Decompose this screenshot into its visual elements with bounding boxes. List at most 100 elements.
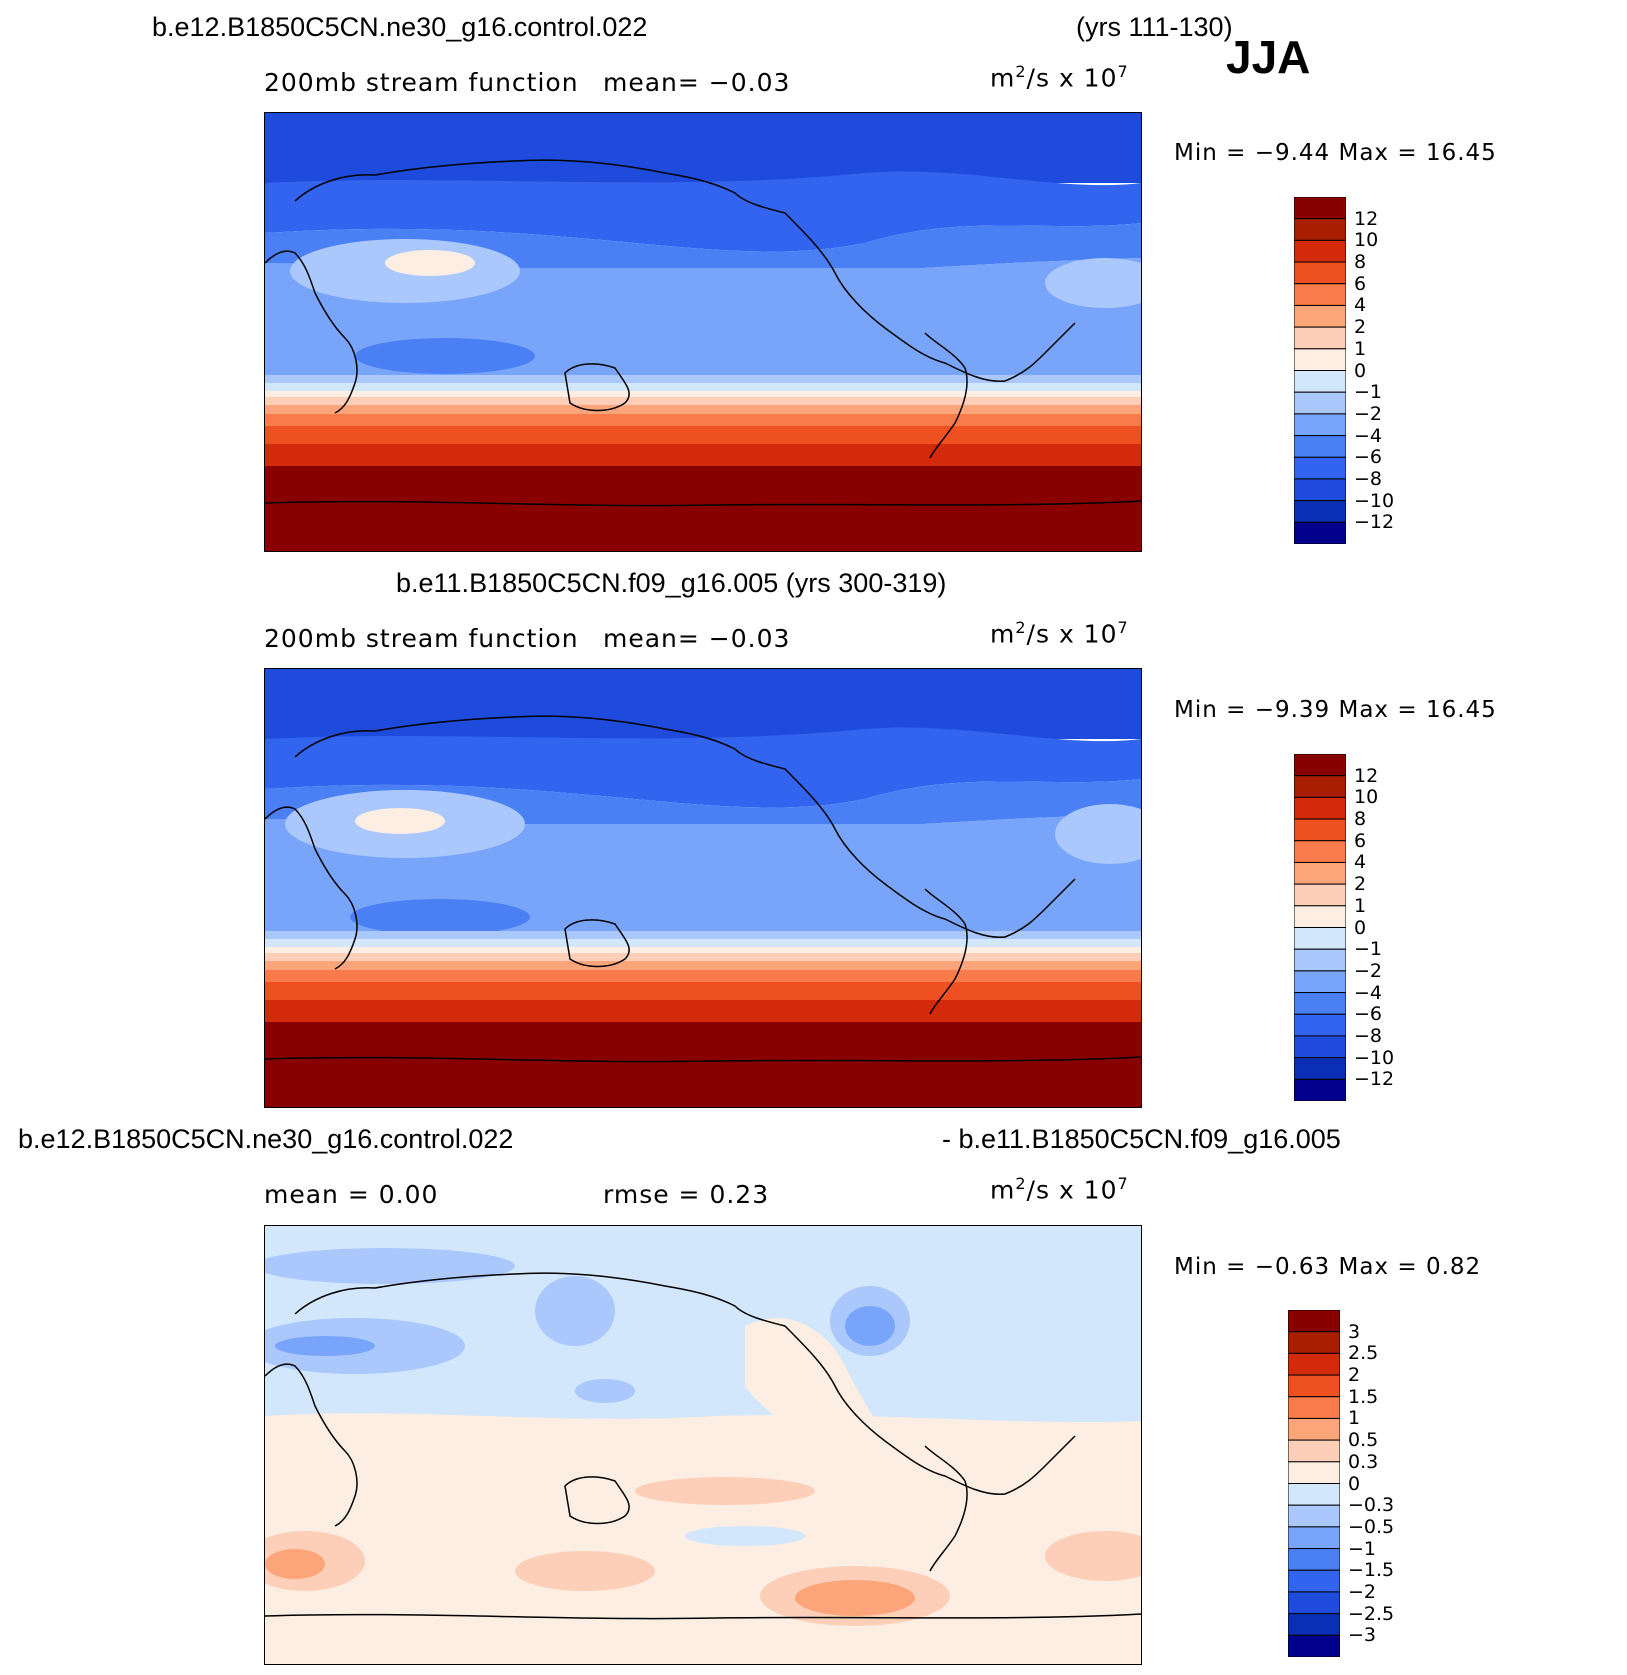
colorbar-swatch: [1288, 1591, 1340, 1615]
panel3-rmse: rmse = 0.23: [603, 1180, 770, 1209]
band-north-2: [265, 727, 1141, 808]
band-south-2: [265, 961, 1141, 970]
colorbar-label: −4: [1354, 981, 1383, 1004]
colorbar-label: 0.3: [1348, 1450, 1379, 1473]
colorbar-swatch: [1288, 1634, 1340, 1657]
band-south-1: [265, 397, 1141, 405]
colorbar-swatch: [1294, 754, 1346, 777]
colorbar-swatch: [1288, 1483, 1340, 1506]
colorbar-swatch: [1288, 1461, 1340, 1484]
high-tibet-core: [385, 250, 475, 276]
colorbar-swatch: [1294, 218, 1346, 241]
panel3-map: [264, 1225, 1142, 1665]
colorbar-swatch: [1294, 948, 1346, 972]
low-indonesia: [355, 338, 535, 374]
colorbar-swatch: [1294, 283, 1346, 306]
band-eq-1: [265, 931, 1141, 939]
colorbar-label: −8: [1354, 467, 1383, 490]
panel3-minmax: Min = −0.63 Max = 0.82: [1174, 1254, 1482, 1280]
colorbar-svg: [1294, 197, 1346, 544]
colorbar-label: −8: [1354, 1024, 1383, 1047]
panel3-units: m2/s x 107: [990, 1174, 1129, 1205]
colorbar-swatch: [1294, 521, 1346, 544]
pos-east-s: [1045, 1531, 1141, 1581]
colorbar-swatch: [1294, 775, 1346, 798]
colorbar-label: 8: [1354, 251, 1367, 274]
colorbar-swatch: [1294, 197, 1346, 220]
panel1-case-title: b.e12.B1850C5CN.ne30_g16.control.022: [152, 12, 648, 42]
panel1-minmax: Min = −9.44 Max = 16.45: [1174, 140, 1497, 166]
colorbar-label: −0.5: [1348, 1515, 1395, 1538]
band-south-3: [265, 970, 1141, 982]
colorbar-label: 4: [1354, 851, 1367, 874]
colorbar-swatch: [1294, 456, 1346, 480]
colorbar-swatch: [1294, 413, 1346, 437]
colorbar-label: 10: [1354, 786, 1379, 809]
colorbar-swatch: [1288, 1352, 1340, 1376]
colorbar-swatch: [1294, 239, 1346, 263]
colorbar-label: −1.5: [1348, 1559, 1395, 1582]
colorbar-label: −12: [1354, 511, 1395, 534]
band-south-1: [265, 953, 1141, 961]
high-atlantic: [1045, 258, 1141, 308]
low-indonesia: [350, 899, 530, 935]
colorbar-label: 0: [1354, 916, 1367, 939]
band-south-2: [265, 405, 1141, 414]
colorbar-swatch: [1288, 1396, 1340, 1419]
panel2-case-title: b.e11.B1850C5CN.f09_g16.005 (yrs 300-319…: [396, 568, 947, 598]
band-tropics-upper: [265, 814, 1141, 862]
colorbar-swatch: [1294, 391, 1346, 415]
colorbar-swatch: [1294, 304, 1346, 328]
colorbar-label: 1: [1354, 894, 1367, 917]
panel1-units: m2/s x 107: [990, 62, 1129, 93]
colorbar-label: 8: [1354, 808, 1367, 831]
colorbar-label: −2.5: [1348, 1602, 1395, 1625]
band-eq-3: [265, 391, 1141, 397]
colorbar-swatch: [1288, 1310, 1340, 1333]
colorbar-swatch: [1294, 927, 1346, 950]
colorbar-swatch: [1288, 1504, 1340, 1528]
band-south-3: [265, 414, 1141, 426]
colorbar-swatch: [1288, 1548, 1340, 1571]
band-south-4: [265, 426, 1141, 444]
pos-indian: [515, 1551, 655, 1591]
colorbar-label: −6: [1354, 1003, 1383, 1026]
colorbar-swatch: [1288, 1417, 1340, 1441]
band-south-6: [265, 466, 1141, 551]
colorbar-label: −2: [1354, 959, 1383, 982]
colorbar-label: −4: [1354, 424, 1383, 447]
neg-mid-pacific: [685, 1526, 805, 1546]
colorbar-label: −1: [1354, 381, 1383, 404]
pos-aus: [635, 1477, 815, 1505]
colorbar-swatch: [1294, 348, 1346, 371]
colorbar-swatch: [1294, 1035, 1346, 1059]
colorbar-swatch: [1288, 1569, 1340, 1593]
band-eq-2: [265, 383, 1141, 391]
colorbar-label: 10: [1354, 229, 1379, 252]
panel2-units: m2/s x 107: [990, 618, 1129, 649]
panel2-variable: 200mb stream function: [264, 624, 579, 653]
colorbar-swatch: [1294, 435, 1346, 458]
band-south-5: [265, 444, 1141, 466]
band-north-1: [265, 113, 1141, 183]
colorbar-label: 12: [1354, 207, 1379, 230]
band-eq-2: [265, 939, 1141, 947]
panel1-colorbar: 12 10 8 6 4 2 1 0 −1 −2 −4 −6 −8 −10 −12: [1294, 197, 1394, 544]
colorbar-swatch: [1294, 478, 1346, 502]
band-eq-3: [265, 947, 1141, 953]
panel3-case-title: b.e12.B1850C5CN.ne30_g16.control.022: [18, 1124, 514, 1154]
colorbar-swatch: [1294, 992, 1346, 1015]
colorbar-swatch: [1294, 261, 1346, 285]
colorbar-swatch: [1294, 840, 1346, 863]
colorbar-swatch: [1294, 883, 1346, 907]
pos-atlantic-s-core: [265, 1549, 325, 1579]
colorbar-label: 4: [1354, 294, 1367, 317]
panel2-colorbar: 12 10 8 6 4 2 1 0 −1 −2 −4 −6 −8 −10 −12: [1294, 754, 1394, 1101]
coastlines: [265, 159, 1141, 507]
colorbar-label: −10: [1354, 1046, 1395, 1069]
colorbar-label: 0: [1354, 359, 1367, 382]
colorbar-label: −1: [1354, 938, 1383, 961]
colorbar-label: 3: [1348, 1320, 1361, 1343]
colorbar-label: 2.5: [1348, 1342, 1379, 1365]
colorbar-label: −0.3: [1348, 1494, 1395, 1517]
